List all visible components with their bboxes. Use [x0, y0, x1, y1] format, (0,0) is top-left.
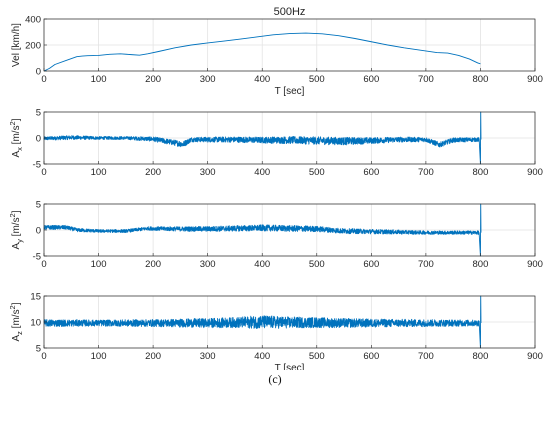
x-tick-label: 900	[527, 167, 543, 178]
x-tick-label: 600	[363, 167, 379, 178]
y-label-main: A	[11, 335, 22, 342]
chart-panel-1: 0 100 200 300 400 500 600 700 800 900 0 200 400 500Hz…	[11, 6, 543, 97]
x-tick-label: 800	[473, 351, 489, 362]
x-tick-label: 0	[41, 351, 46, 362]
x-axis-label: T [sec]	[275, 86, 305, 97]
y-tick-label: 400	[25, 15, 41, 26]
y-label-rest: [m/s	[11, 125, 22, 147]
x-tick-label: 900	[527, 351, 543, 362]
figure-caption: (c)	[268, 372, 282, 386]
x-tick-label: 500	[309, 351, 325, 362]
y-tick-label: 200	[25, 41, 41, 52]
x-tick-label: 600	[363, 74, 379, 85]
x-tick-label: 700	[418, 167, 434, 178]
chart-panel-4: 0 100 200 300 400 500 600 700 800 900 5 10 15 T [sec]…	[8, 292, 543, 371]
y-label-end: ]	[11, 302, 22, 305]
y-label-end: ]	[11, 210, 22, 213]
y-tick-label: 10	[30, 318, 41, 329]
x-tick-label: 400	[254, 351, 270, 362]
y-axis-label: Ay [m/s2]	[8, 210, 24, 249]
y-label-sup: 2	[8, 121, 17, 125]
x-tick-label: 300	[200, 351, 216, 362]
x-tick-label: 500	[309, 74, 325, 85]
x-tick-label: 700	[418, 74, 434, 85]
x-tick-label: 100	[91, 167, 107, 178]
x-tick-label: 0	[41, 259, 46, 270]
x-tick-label: 800	[473, 167, 489, 178]
x-tick-label: 300	[200, 167, 216, 178]
x-tick-label: 700	[418, 259, 434, 270]
x-tick-label: 0	[41, 167, 46, 178]
y-tick-label: 0	[36, 226, 41, 237]
x-tick-label: 800	[473, 74, 489, 85]
x-tick-label: 500	[309, 259, 325, 270]
x-tick-label: 200	[145, 167, 161, 178]
y-tick-label: 5	[36, 200, 41, 211]
y-label-main: A	[11, 151, 22, 158]
y-label-rest: [m/s	[11, 309, 22, 331]
y-label-end: ]	[11, 118, 22, 121]
x-axis-label: T [sec]	[275, 363, 305, 370]
x-tick-label: 100	[91, 74, 107, 85]
x-tick-label: 0	[41, 74, 46, 85]
y-tick-label: 15	[30, 292, 41, 303]
y-label-sub: x	[15, 147, 24, 151]
series-line	[43, 32, 481, 72]
y-label-sub: y	[15, 239, 24, 243]
y-label-main: A	[11, 243, 22, 250]
x-tick-label: 400	[254, 167, 270, 178]
y-tick-label: 0	[36, 134, 41, 145]
y-label-sup: 2	[8, 305, 17, 309]
y-axis-label: Az [m/s2]	[8, 302, 24, 341]
x-tick-label: 600	[363, 259, 379, 270]
y-tick-label: 5	[36, 108, 41, 119]
x-tick-label: 200	[145, 259, 161, 270]
y-label-sup: 2	[8, 213, 17, 217]
y-label-rest: [m/s	[11, 217, 22, 239]
x-tick-label: 500	[309, 167, 325, 178]
x-tick-label: 100	[91, 259, 107, 270]
x-tick-label: 300	[200, 259, 216, 270]
y-tick-label: -5	[33, 252, 41, 263]
series-line	[43, 295, 482, 349]
x-tick-label: 400	[254, 74, 270, 85]
y-axis-label: Ax [m/s2]	[8, 118, 24, 157]
y-label-sub: z	[15, 331, 24, 335]
x-tick-label: 600	[363, 351, 379, 362]
x-tick-label: 200	[145, 74, 161, 85]
x-tick-label: 100	[91, 351, 107, 362]
x-tick-label: 700	[418, 351, 434, 362]
figure: 0 100 200 300 400 500 600 700 800 9000200400500Hz…	[8, 6, 543, 371]
x-tick-label: 400	[254, 259, 270, 270]
series-line	[43, 203, 482, 257]
x-tick-label: 300	[200, 74, 216, 85]
x-tick-label: 900	[527, 259, 543, 270]
series-line	[43, 111, 482, 165]
chart-title: 500Hz	[274, 6, 306, 18]
x-tick-label: 800	[473, 259, 489, 270]
y-tick-label: 5	[36, 344, 41, 355]
x-tick-label: 900	[527, 74, 543, 85]
x-tick-label: 200	[145, 351, 161, 362]
y-axis-label: Vel [km/h]	[11, 23, 22, 67]
y-tick-label: 0	[36, 67, 41, 78]
y-tick-label: -5	[33, 160, 41, 171]
